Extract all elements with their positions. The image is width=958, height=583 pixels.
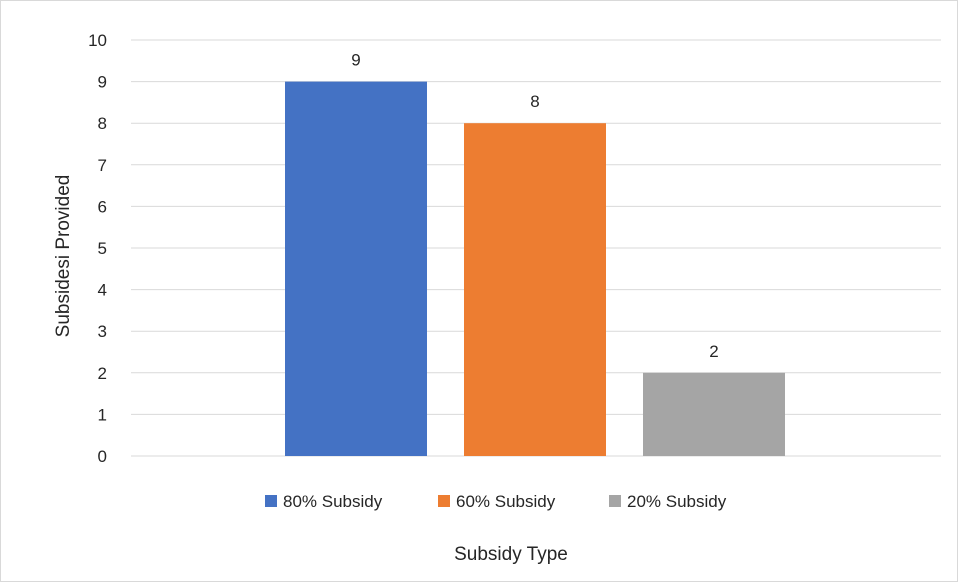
y-tick-label: 6 (98, 197, 107, 216)
legend-label: 20% Subsidy (627, 492, 727, 511)
legend-swatch (609, 495, 621, 507)
legend-label: 80% Subsidy (283, 492, 383, 511)
y-tick-label: 4 (98, 281, 107, 300)
y-tick-label: 8 (98, 114, 107, 133)
bar (285, 81, 427, 456)
y-tick-label: 2 (98, 364, 107, 383)
bars (285, 81, 785, 456)
bar (464, 123, 606, 456)
data-labels: 9 8 2 (351, 51, 718, 361)
y-tick-label: 0 (98, 447, 107, 466)
y-tick-label: 7 (98, 156, 107, 175)
y-tick-label: 1 (98, 405, 107, 424)
y-tick-label: 10 (88, 31, 107, 50)
legend-swatch (438, 495, 450, 507)
x-axis-title: Subsidy Type (454, 544, 568, 565)
y-tick-label: 9 (98, 73, 107, 92)
data-label: 2 (709, 342, 718, 361)
bar (643, 372, 785, 456)
legend-swatch (265, 495, 277, 507)
legend: 80% Subsidy 60% Subsidy 20% Subsidy (265, 492, 727, 511)
legend-label: 60% Subsidy (456, 492, 556, 511)
data-label: 9 (351, 51, 360, 70)
y-tick-label: 3 (98, 322, 107, 341)
y-axis-title: Subsidesi Provided (53, 175, 74, 338)
y-tick-label: 5 (98, 239, 107, 258)
data-label: 8 (530, 92, 539, 111)
y-axis-ticks: 0 1 2 3 4 5 6 7 8 9 10 (88, 31, 107, 466)
